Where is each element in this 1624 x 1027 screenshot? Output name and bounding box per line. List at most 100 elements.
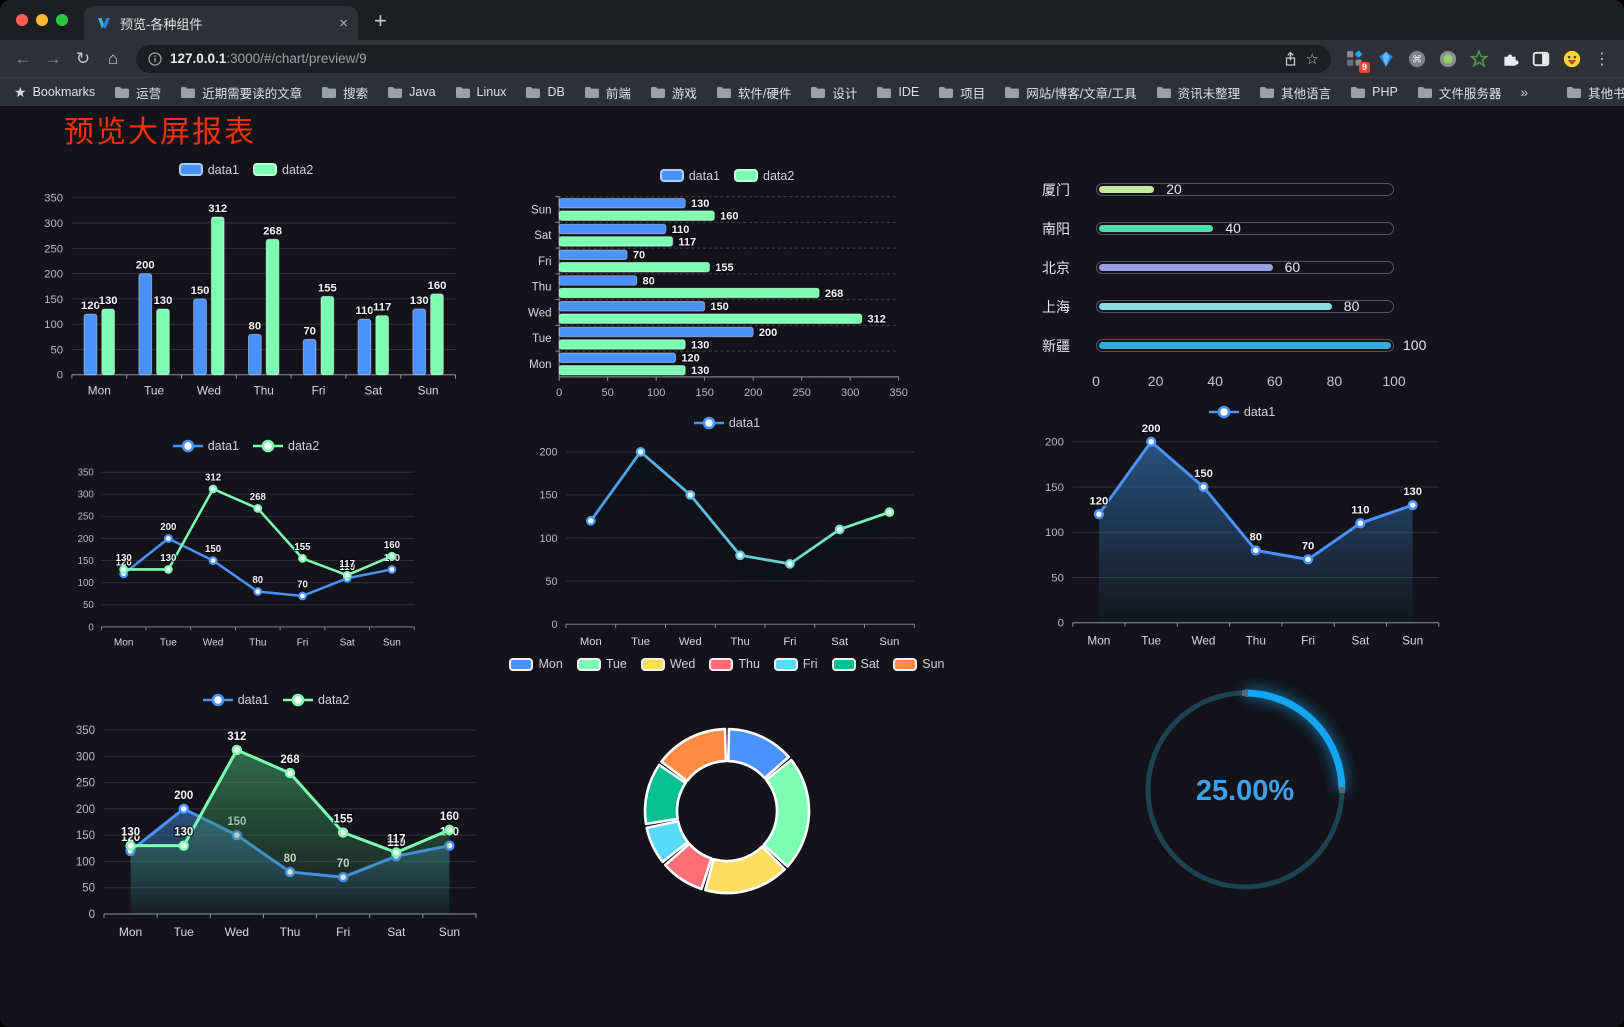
svg-text:110: 110: [1351, 504, 1369, 516]
svg-text:Thu: Thu: [1246, 633, 1266, 647]
bookmark-folder[interactable]: 资讯未整理: [1156, 83, 1240, 102]
legend-item[interactable]: data1: [1208, 405, 1275, 419]
svg-text:Thu: Thu: [280, 925, 301, 939]
legend-item[interactable]: Thu: [709, 657, 760, 671]
donut-slice-Thu[interactable]: [663, 842, 713, 891]
url-text[interactable]: 127.0.0.1:3000/#/chart/preview/9: [170, 51, 367, 66]
chart-progress-gauge: 25.00%: [962, 652, 1522, 964]
capsule-fill: [1099, 186, 1155, 193]
grid-extension-icon[interactable]: 9: [1345, 49, 1370, 73]
other-bookmarks-label: 其他书签: [1588, 86, 1624, 101]
legend-item[interactable]: Wed: [640, 657, 695, 671]
bookmark-folder[interactable]: 其他语言: [1259, 83, 1331, 102]
bookmark-folder[interactable]: Linux: [455, 85, 506, 99]
legend-item[interactable]: data2: [283, 693, 349, 707]
bookmark-folder[interactable]: DB: [525, 85, 565, 99]
svg-text:Tue: Tue: [1141, 633, 1161, 647]
svg-text:0: 0: [57, 369, 63, 381]
legend-item[interactable]: data1: [178, 163, 239, 177]
bookmark-folder[interactable]: 游戏: [650, 83, 697, 102]
bookmark-folder[interactable]: 项目: [938, 83, 985, 102]
svg-text:130: 130: [691, 365, 709, 377]
legend-item[interactable]: Tue: [576, 657, 627, 671]
chart-legend: data1 data2: [178, 160, 313, 180]
new-tab-button[interactable]: +: [374, 8, 387, 33]
svg-text:Wed: Wed: [197, 383, 221, 397]
bookmark-folder[interactable]: 搜索: [321, 83, 368, 102]
donut-slice-Sat[interactable]: [643, 763, 687, 826]
svg-text:Wed: Wed: [225, 925, 249, 939]
window-zoom-button[interactable]: [56, 14, 68, 26]
legend-swatch: [178, 163, 203, 177]
legend-item[interactable]: data2: [253, 439, 319, 453]
svg-text:150: 150: [710, 301, 728, 313]
donut-slice-Sun[interactable]: [660, 727, 728, 783]
share-icon[interactable]: [1283, 51, 1298, 67]
tab-strip: 预览-各种组件 × +: [0, 0, 1624, 40]
bookmark-folder-label: 运营: [136, 86, 162, 101]
legend-item[interactable]: data1: [659, 169, 720, 183]
folder-icon: [181, 86, 196, 98]
legend-item[interactable]: data2: [253, 163, 313, 177]
capsule-track: 60: [1096, 259, 1394, 275]
legend-item[interactable]: Sun: [893, 657, 945, 671]
bookmark-star-icon[interactable]: ☆: [1305, 50, 1319, 68]
legend-label: Thu: [738, 657, 760, 671]
bookmark-folder[interactable]: 设计: [810, 83, 857, 102]
legend-line-icon: [172, 440, 203, 453]
svg-text:Fri: Fri: [1301, 633, 1315, 647]
donut-slice-Tue[interactable]: [762, 758, 811, 868]
bookmark-folder[interactable]: 近期需要读的文章: [180, 83, 302, 102]
bookmark-folder[interactable]: 前端: [584, 83, 631, 102]
tab-favicon-icon: [98, 18, 110, 29]
chart-horizontal-bar: data1 data2 0 50 100 150 200 250 300 350 Sun Sat Fri…: [492, 154, 962, 402]
legend-item[interactable]: data1: [202, 693, 269, 707]
cmd-circle-extension-icon[interactable]: ⌘: [1407, 49, 1427, 69]
bookmark-folder[interactable]: 软件/硬件: [716, 83, 791, 102]
sidebar-extension-icon[interactable]: [1531, 49, 1551, 69]
axis-tick-label: 60: [1267, 373, 1283, 389]
bookmark-folder[interactable]: 网站/博客/文章/工具: [1004, 83, 1137, 102]
bookmark-folder-label: 软件/硬件: [737, 86, 792, 101]
legend-swatch: [831, 657, 856, 671]
chart-canvas: 0 50 100 150 200 250 300 350 Sun Sat Fri Thu Wed Tue M…: [528, 196, 908, 399]
bookmark-folder[interactable]: IDE: [876, 85, 919, 99]
home-icon[interactable]: ⌂: [107, 49, 119, 68]
puzzle-extension-icon[interactable]: [1500, 49, 1520, 69]
site-info-icon[interactable]: [148, 51, 162, 66]
browser-menu-icon[interactable]: ⋮: [1594, 50, 1610, 68]
svg-text:200: 200: [78, 534, 94, 545]
legend-item[interactable]: Mon: [509, 657, 563, 671]
donut-slice-Wed[interactable]: [704, 845, 786, 895]
bookmarks-manager[interactable]: ★ Bookmarks: [14, 84, 95, 101]
legend-item[interactable]: Sat: [831, 657, 879, 671]
legend-item[interactable]: data1: [172, 439, 239, 453]
address-bar[interactable]: 127.0.0.1:3000/#/chart/preview/9 ☆: [136, 44, 1331, 73]
svg-text:155: 155: [715, 262, 733, 274]
legend-item[interactable]: data1: [693, 416, 760, 430]
donut-slice-Mon[interactable]: [726, 727, 791, 780]
svg-text:200: 200: [160, 522, 176, 533]
window-minimize-button[interactable]: [36, 14, 48, 26]
green-star-extension-icon[interactable]: [1469, 49, 1489, 69]
forward-icon[interactable]: →: [44, 49, 62, 68]
gem-extension-icon[interactable]: [1376, 49, 1396, 69]
bookmark-folder[interactable]: PHP: [1350, 85, 1398, 99]
bookmark-folder[interactable]: 运营: [114, 83, 161, 102]
capsule-row: 北京 60: [1042, 248, 1442, 287]
record-circle-extension-icon[interactable]: [1438, 49, 1458, 69]
reload-icon[interactable]: ↻: [75, 49, 91, 68]
emoji-extension-icon[interactable]: [1562, 49, 1582, 69]
bookmark-folder[interactable]: Java: [387, 85, 436, 99]
tab-close-icon[interactable]: ×: [339, 14, 348, 32]
bookmarks-overflow-icon[interactable]: »: [1520, 84, 1529, 100]
svg-text:Wed: Wed: [528, 308, 551, 320]
donut-slice-Fri[interactable]: [645, 819, 690, 864]
bookmark-folder[interactable]: 文件服务器: [1417, 83, 1501, 102]
other-bookmarks[interactable]: 其他书签: [1566, 83, 1624, 102]
window-close-button[interactable]: [16, 14, 28, 26]
legend-item[interactable]: data2: [734, 169, 794, 183]
legend-item[interactable]: Fri: [773, 657, 818, 671]
active-tab[interactable]: 预览-各种组件 ×: [84, 6, 358, 40]
back-icon[interactable]: ←: [14, 49, 32, 68]
